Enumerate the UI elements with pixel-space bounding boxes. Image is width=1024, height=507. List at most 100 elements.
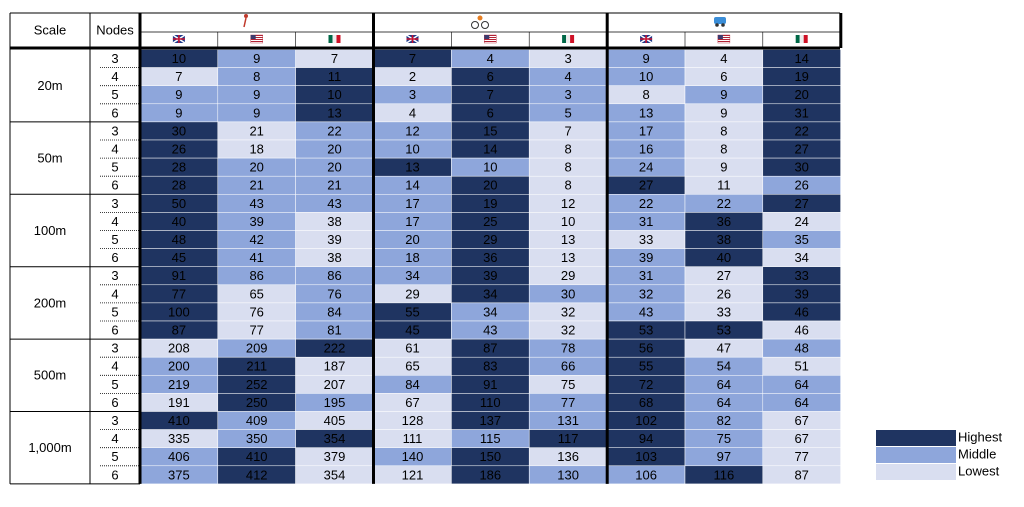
cell-value: 106 bbox=[635, 467, 657, 482]
cell-value: 65 bbox=[405, 359, 419, 374]
cell-value: 17 bbox=[639, 123, 653, 138]
cell-value: 22 bbox=[794, 123, 808, 138]
cell-value: 40 bbox=[717, 250, 731, 265]
flag bbox=[717, 39, 730, 40]
cell-value: 42 bbox=[249, 232, 263, 247]
cell-value: 32 bbox=[561, 304, 575, 319]
cell-value: 30 bbox=[794, 160, 808, 175]
node-count: 4 bbox=[111, 286, 118, 301]
node-count: 5 bbox=[111, 377, 118, 392]
flag bbox=[250, 35, 256, 39]
cell-value: 8 bbox=[720, 123, 727, 138]
cell-value: 20 bbox=[794, 87, 808, 102]
cell-value: 43 bbox=[639, 304, 653, 319]
cell-value: 65 bbox=[249, 286, 263, 301]
cell-value: 97 bbox=[717, 449, 731, 464]
cell-value: 67 bbox=[794, 413, 808, 428]
cell-value: 9 bbox=[720, 87, 727, 102]
cell-value: 64 bbox=[794, 395, 808, 410]
cell-value: 27 bbox=[794, 196, 808, 211]
cell-value: 53 bbox=[717, 322, 731, 337]
flag bbox=[336, 35, 341, 43]
cell-value: 9 bbox=[720, 160, 727, 175]
cell-value: 30 bbox=[172, 123, 186, 138]
cell-value: 28 bbox=[172, 160, 186, 175]
cell-value: 83 bbox=[483, 359, 497, 374]
cell-value: 33 bbox=[639, 232, 653, 247]
cell-value: 82 bbox=[717, 413, 731, 428]
cell-value: 48 bbox=[172, 232, 186, 247]
cell-value: 8 bbox=[253, 69, 260, 84]
cell-value: 91 bbox=[172, 268, 186, 283]
cell-value: 7 bbox=[175, 69, 182, 84]
node-count: 5 bbox=[111, 232, 118, 247]
cell-value: 35 bbox=[794, 232, 808, 247]
cell-value: 7 bbox=[409, 51, 416, 66]
cell-value: 15 bbox=[483, 123, 497, 138]
cell-value: 26 bbox=[794, 178, 808, 193]
node-count: 3 bbox=[111, 51, 118, 66]
cell-value: 38 bbox=[717, 232, 731, 247]
cell-value: 87 bbox=[172, 322, 186, 337]
flag bbox=[570, 35, 575, 43]
cell-value: 64 bbox=[717, 377, 731, 392]
cell-value: 41 bbox=[249, 250, 263, 265]
legend-label: Highest bbox=[958, 429, 1002, 444]
cell-value: 84 bbox=[327, 304, 341, 319]
node-count: 3 bbox=[111, 196, 118, 211]
cell-value: 8 bbox=[642, 87, 649, 102]
cell-value: 77 bbox=[561, 395, 575, 410]
cell-value: 32 bbox=[561, 322, 575, 337]
cell-value: 43 bbox=[483, 322, 497, 337]
cell-value: 27 bbox=[639, 178, 653, 193]
cell-value: 26 bbox=[172, 141, 186, 156]
flag bbox=[717, 41, 730, 42]
cell-value: 29 bbox=[561, 268, 575, 283]
cell-value: 8 bbox=[564, 141, 571, 156]
cell-value: 9 bbox=[175, 87, 182, 102]
flag bbox=[328, 35, 333, 43]
cell-value: 76 bbox=[249, 304, 263, 319]
cell-value: 68 bbox=[639, 395, 653, 410]
cell-value: 91 bbox=[483, 377, 497, 392]
flag bbox=[717, 35, 723, 39]
flag bbox=[717, 35, 730, 36]
flag bbox=[562, 35, 567, 43]
cell-value: 20 bbox=[405, 232, 419, 247]
cell-value: 27 bbox=[794, 141, 808, 156]
flag bbox=[484, 37, 497, 38]
scale-label: 500m bbox=[34, 368, 67, 383]
cell-value: 110 bbox=[480, 395, 501, 410]
flag bbox=[799, 35, 804, 43]
node-count: 6 bbox=[111, 250, 118, 265]
cell-value: 55 bbox=[405, 304, 419, 319]
node-count: 4 bbox=[111, 141, 118, 156]
node-count: 5 bbox=[111, 160, 118, 175]
cell-value: 22 bbox=[717, 196, 731, 211]
cell-value: 51 bbox=[794, 359, 808, 374]
cell-value: 103 bbox=[635, 449, 657, 464]
flag bbox=[484, 39, 497, 40]
cell-value: 379 bbox=[324, 449, 346, 464]
cell-value: 12 bbox=[405, 123, 419, 138]
cell-value: 67 bbox=[405, 395, 419, 410]
cell-value: 45 bbox=[172, 250, 186, 265]
cell-value: 29 bbox=[405, 286, 419, 301]
cell-value: 7 bbox=[564, 123, 571, 138]
cell-value: 406 bbox=[168, 449, 190, 464]
cell-value: 34 bbox=[794, 250, 808, 265]
cell-value: 26 bbox=[717, 286, 731, 301]
cell-value: 9 bbox=[175, 105, 182, 120]
cell-value: 7 bbox=[331, 51, 338, 66]
cell-value: 9 bbox=[642, 51, 649, 66]
cell-value: 208 bbox=[168, 341, 190, 356]
cell-value: 46 bbox=[794, 304, 808, 319]
cell-value: 4 bbox=[487, 51, 494, 66]
flag bbox=[640, 35, 653, 43]
cell-value: 200 bbox=[168, 359, 190, 374]
node-count: 5 bbox=[111, 87, 118, 102]
scale-label: 1,000m bbox=[28, 440, 71, 455]
node-count: 6 bbox=[111, 395, 118, 410]
cell-value: 195 bbox=[324, 395, 346, 410]
cell-value: 335 bbox=[168, 431, 190, 446]
